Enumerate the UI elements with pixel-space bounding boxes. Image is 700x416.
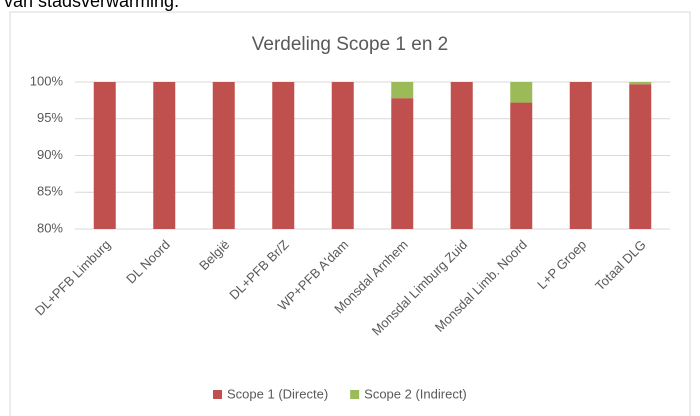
y-tick-label: 80% [37, 220, 63, 235]
y-tick-label: 85% [37, 184, 63, 199]
chart-title: Verdeling Scope 1 en 2 [252, 34, 449, 55]
bar-segment [569, 82, 592, 229]
bar-segment [629, 84, 652, 229]
bar-segment [510, 102, 533, 229]
bar-segment [331, 82, 354, 229]
bar-segment [510, 82, 533, 103]
bar-segment [212, 82, 235, 229]
legend-label: Scope 1 (Directe) [227, 386, 328, 401]
legend-swatch [213, 390, 222, 399]
legend-label: Scope 2 (Indirect) [364, 386, 467, 401]
legend-swatch [350, 390, 360, 399]
bar-segment [391, 82, 414, 99]
y-tick-label: 100% [30, 73, 64, 88]
bar-segment [272, 82, 295, 229]
bar-segment [153, 82, 176, 229]
bar-segment [450, 82, 473, 229]
bar-segment [629, 82, 652, 85]
bar-segment [93, 82, 116, 229]
page-caption: van stadsverwarming. [4, 0, 179, 11]
y-tick-label: 95% [37, 110, 63, 125]
y-tick-label: 90% [37, 147, 63, 162]
bar-segment [391, 98, 414, 229]
